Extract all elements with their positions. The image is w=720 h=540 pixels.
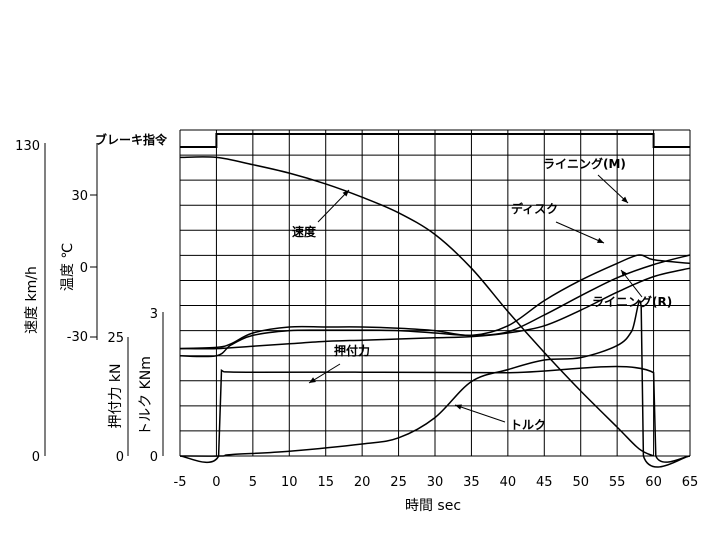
x-axis-ticks: -5 0 5 10 15 20 25 30 35 40 45 50 55 60 65: [174, 475, 699, 490]
label-brake-command: ブレーキ指令: [95, 132, 168, 147]
series-line: [179, 156, 654, 457]
series-line: [179, 254, 691, 350]
arrow-head: [342, 190, 349, 197]
arrow-head: [309, 377, 316, 383]
torque-tick-0: 0: [150, 450, 158, 465]
series-line: [179, 254, 691, 358]
torque-axis: 3 0 トルク KNm: [138, 307, 164, 465]
speed-tick-0: 0: [32, 450, 40, 465]
temp-tick-minus30: -30: [67, 330, 88, 345]
x-tick-label: 50: [572, 475, 589, 490]
arrow-head: [455, 404, 462, 410]
leader-line: [317, 189, 350, 223]
x-tick-label: 10: [281, 475, 298, 490]
temp-tick-0: 0: [80, 261, 88, 276]
x-tick-label: 65: [682, 475, 699, 490]
label-disc: ディスク: [511, 201, 558, 216]
series-line: [179, 365, 691, 464]
force-axis: 25 0 押付力 kN: [107, 331, 129, 465]
torque-tick-3: 3: [150, 307, 158, 322]
force-tick-25: 25: [107, 331, 124, 346]
force-axis-title: 押付力 kN: [108, 363, 124, 428]
arrow-head: [621, 270, 628, 277]
x-tick-label: 0: [212, 475, 220, 490]
series-line: [179, 267, 691, 350]
x-tick-label: -5: [174, 475, 187, 490]
x-tick-label: 20: [354, 475, 371, 490]
x-tick-label: 30: [427, 475, 444, 490]
force-tick-0: 0: [116, 450, 124, 465]
label-press-force: 押付力: [334, 343, 370, 358]
label-torque: トルク: [510, 418, 546, 432]
temp-tick-30: 30: [71, 189, 88, 204]
x-axis-title: 時間 sec: [405, 498, 461, 514]
series-line: [179, 300, 691, 468]
speed-tick-130: 130: [15, 139, 40, 154]
leader-line: [555, 221, 605, 244]
arrow-head: [621, 196, 628, 203]
x-tick-label: 25: [390, 475, 407, 490]
speed-axis: 130 0 速度 km/h: [15, 139, 46, 465]
label-lining-r: ライニング(R): [592, 294, 672, 309]
plot-grid: [179, 129, 691, 457]
x-tick-label: 35: [463, 475, 480, 490]
torque-axis-title: トルク KNm: [138, 356, 154, 436]
leader-line: [454, 404, 506, 423]
label-lining-m: ライニング(M): [543, 156, 626, 171]
x-tick-label: 55: [609, 475, 626, 490]
x-tick-label: 40: [500, 475, 517, 490]
speed-axis-title: 速度 km/h: [24, 266, 40, 334]
leader-line: [597, 174, 629, 204]
label-speed: 速度: [292, 224, 317, 239]
series-line: [180, 133, 690, 148]
x-tick-label: 45: [536, 475, 553, 490]
annotations: [308, 174, 643, 423]
x-tick-label: 60: [645, 475, 662, 490]
x-tick-label: 15: [317, 475, 334, 490]
arrow-head: [597, 237, 604, 243]
temp-axis: 30 0 -30 温度 ℃: [60, 143, 98, 345]
x-tick-label: 5: [249, 475, 257, 490]
data-curves: [179, 133, 691, 468]
temp-axis-title: 温度 ℃: [60, 243, 76, 291]
